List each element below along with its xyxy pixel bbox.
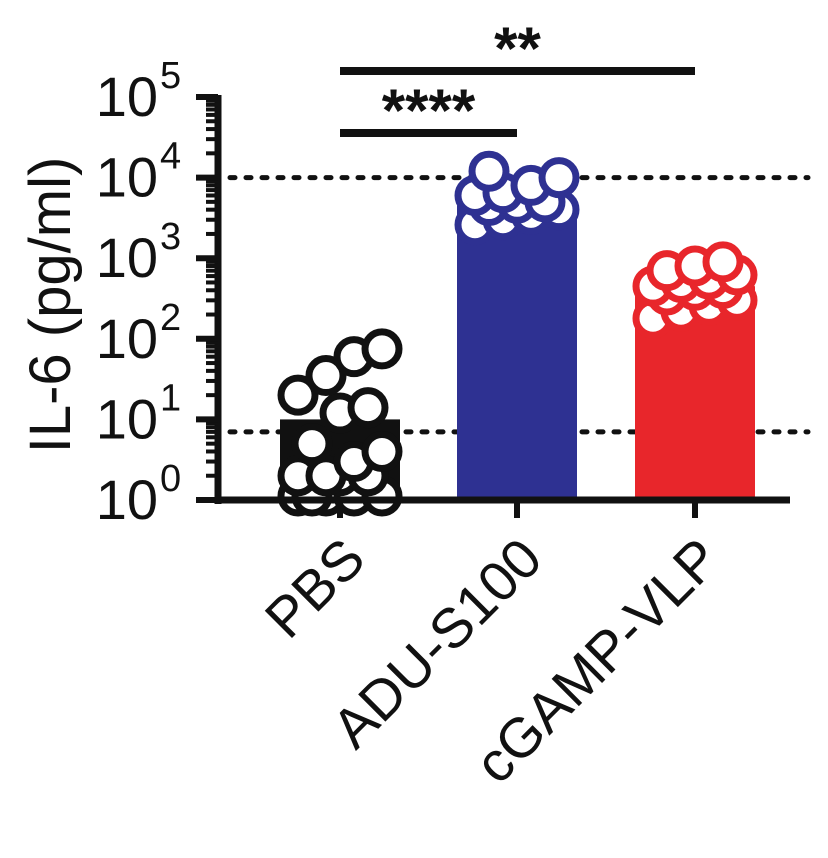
significance-label-0: ** bbox=[494, 15, 541, 82]
significance-label-1: **** bbox=[382, 77, 476, 144]
y-tick-exponent-5: 5 bbox=[160, 55, 181, 97]
data-point-adu-s100 bbox=[468, 150, 510, 192]
data-point-pbs bbox=[347, 387, 389, 429]
data-point-cgamp-vlp bbox=[702, 241, 744, 283]
y-tick-exponent-2: 2 bbox=[160, 297, 181, 339]
category-label-pbs: PBS bbox=[253, 526, 377, 650]
y-tick-exponent-4: 4 bbox=[160, 136, 181, 178]
y-tick-label-0: 10 bbox=[96, 468, 158, 531]
bar-adu-s100 bbox=[457, 205, 577, 500]
data-point-pbs bbox=[305, 355, 347, 397]
y-tick-exponent-0: 0 bbox=[160, 458, 181, 500]
y-axis-title: IL-6 (pg/ml) bbox=[18, 157, 83, 454]
y-tick-label-4: 10 bbox=[96, 146, 158, 209]
y-tick-exponent-3: 3 bbox=[160, 216, 181, 258]
y-tick-label-3: 10 bbox=[96, 226, 158, 289]
data-point-pbs bbox=[277, 374, 319, 416]
y-tick-label-1: 10 bbox=[96, 387, 158, 450]
y-tick-label-5: 10 bbox=[96, 65, 158, 128]
data-point-pbs bbox=[361, 328, 403, 370]
y-tick-exponent-1: 1 bbox=[160, 377, 181, 419]
data-point-adu-s100 bbox=[538, 157, 580, 199]
y-tick-label-2: 10 bbox=[96, 307, 158, 370]
data-point-pbs bbox=[291, 423, 333, 465]
data-point-pbs bbox=[361, 430, 403, 472]
